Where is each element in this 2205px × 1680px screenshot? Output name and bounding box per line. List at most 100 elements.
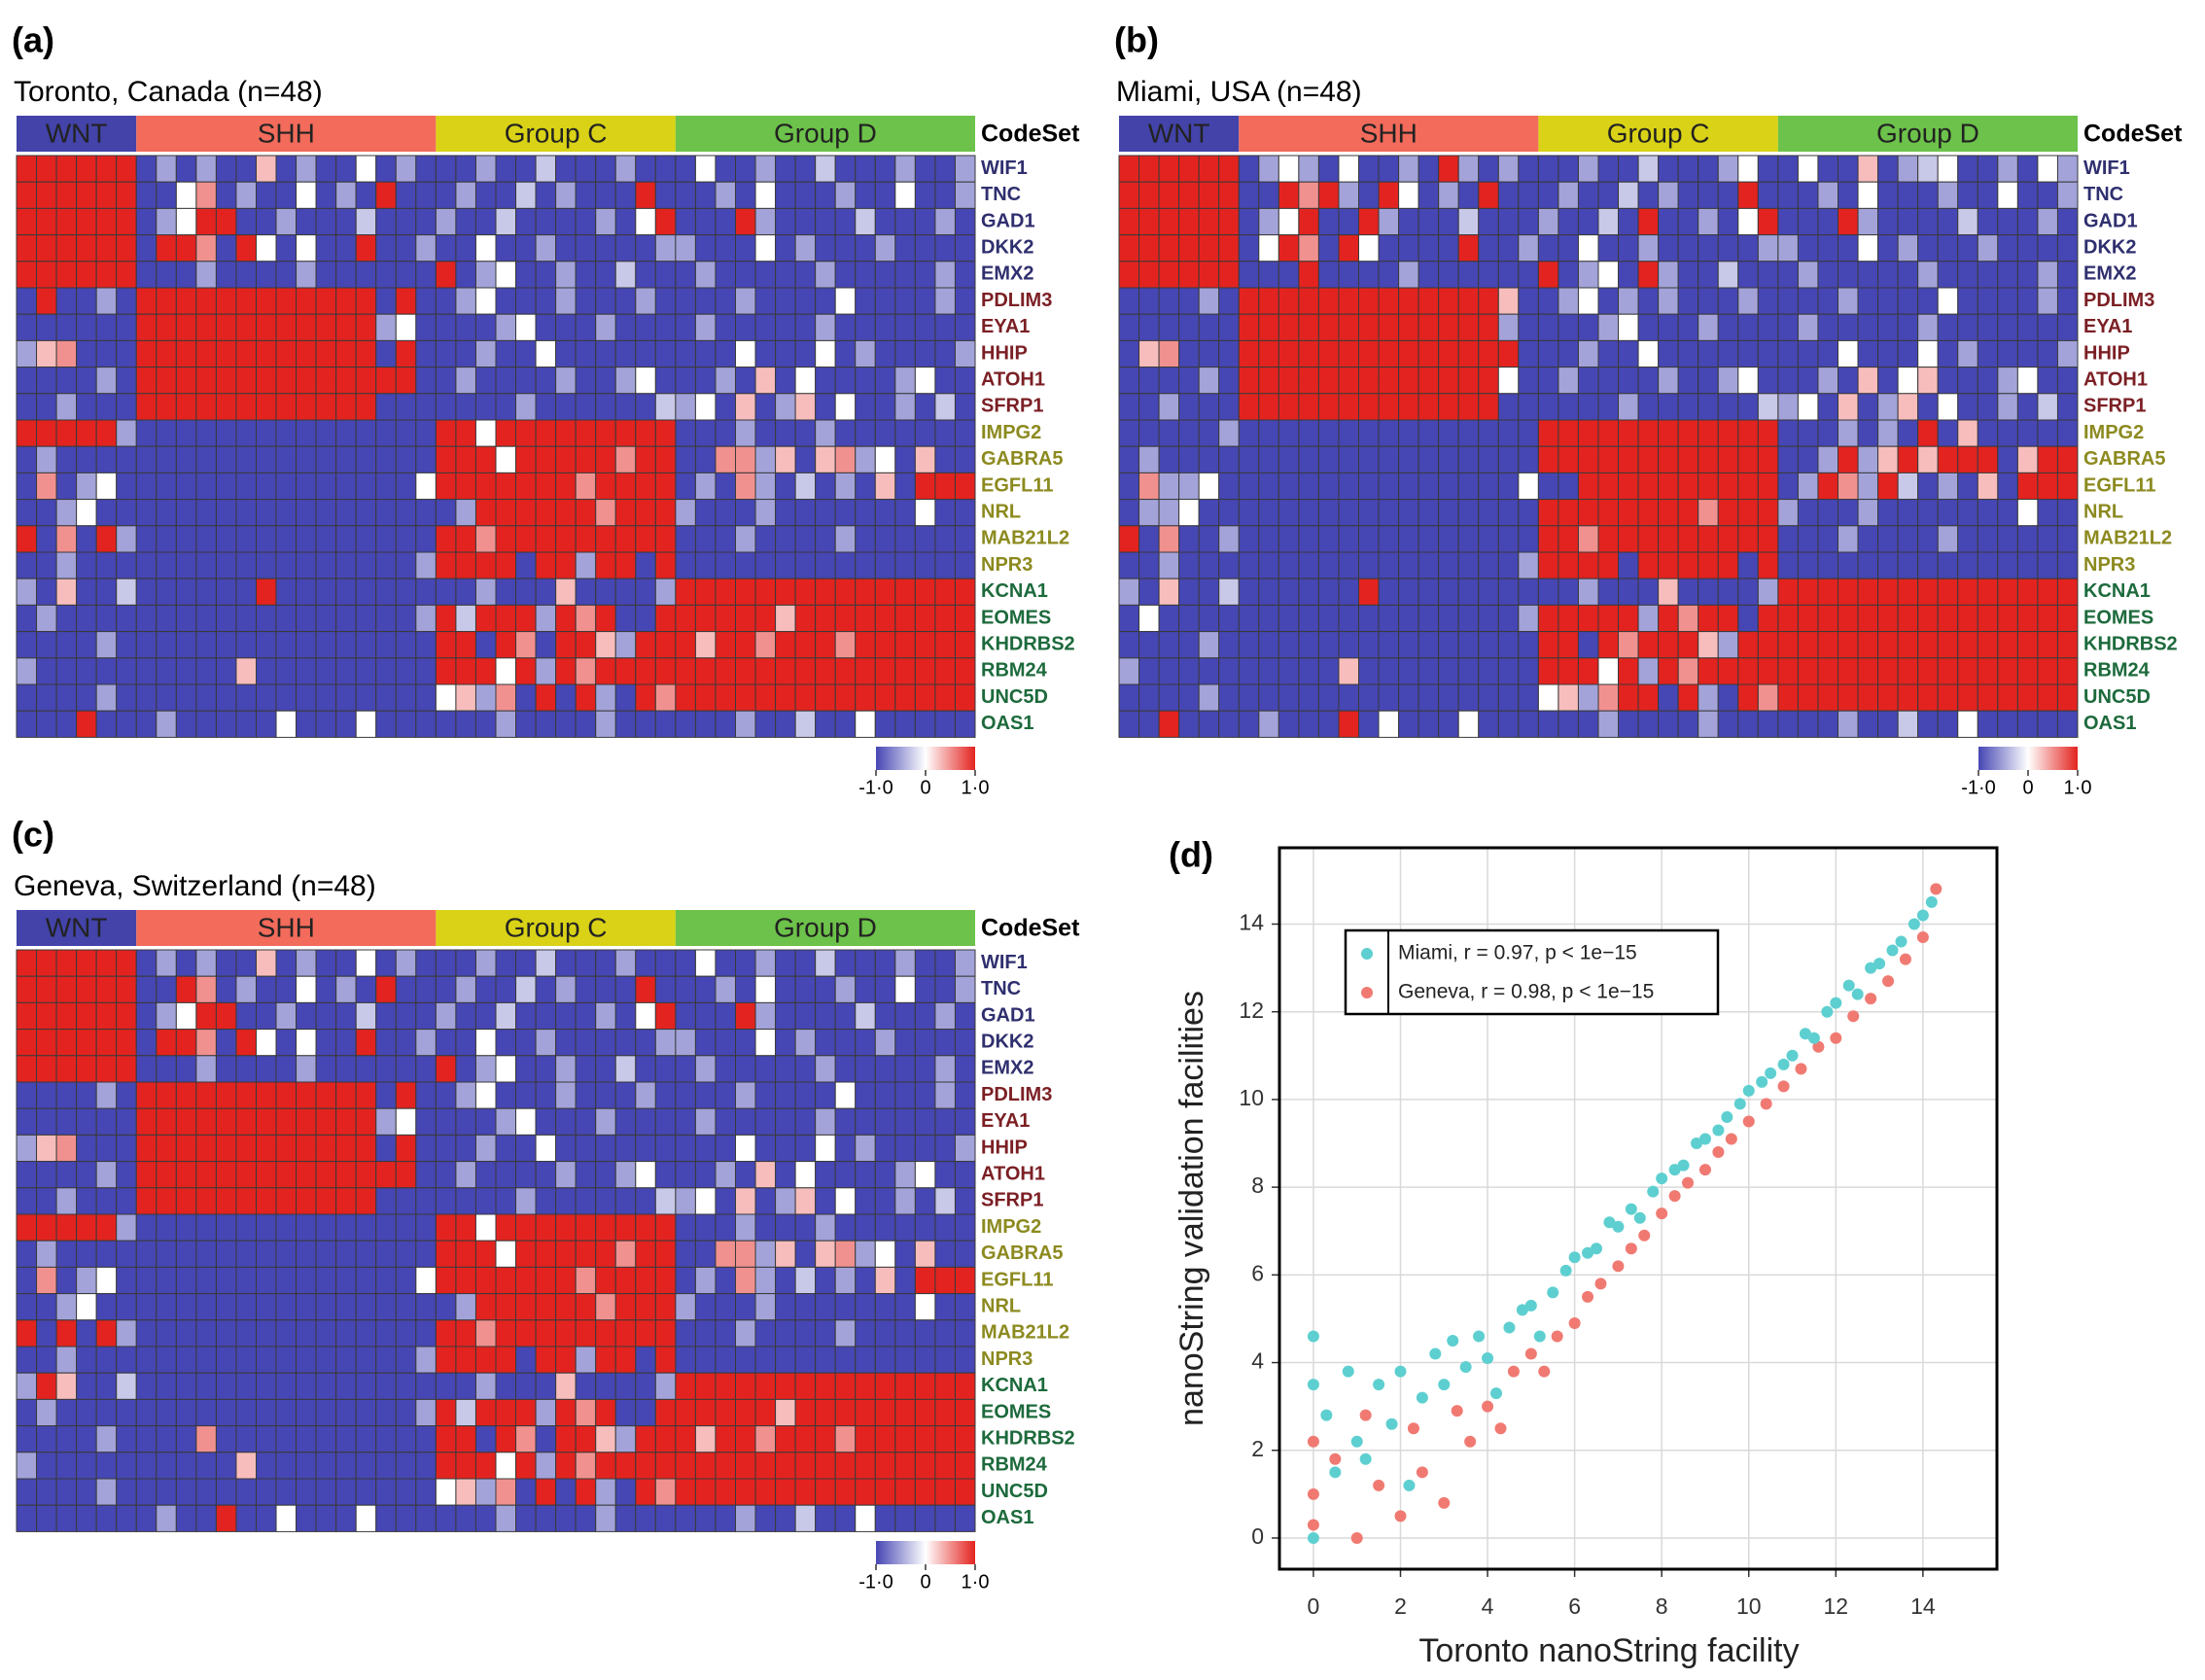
heatmap-cell (1737, 339, 1759, 368)
heatmap-cell (855, 155, 876, 183)
row-label: HHIP (981, 1137, 1028, 1158)
heatmap-cell (675, 261, 696, 289)
heatmap-cell (635, 1478, 656, 1506)
heatmap-cell (555, 367, 577, 395)
heatmap-cell (635, 1187, 656, 1215)
heatmap-cell (1677, 393, 1699, 421)
heatmap-cell (1218, 234, 1240, 262)
heatmap-cell (195, 445, 217, 473)
heatmap-cell (156, 975, 177, 1003)
heatmap-cell (654, 1504, 677, 1532)
heatmap-cell (675, 1504, 696, 1532)
heatmap-cell (235, 1029, 257, 1057)
heatmap-cell (1378, 313, 1400, 341)
heatmap-cell (735, 1425, 756, 1453)
heatmap-cell (1438, 313, 1459, 341)
row-label: PDLIM3 (2083, 290, 2154, 311)
heatmap-cell (1518, 367, 1539, 395)
heatmap-cell (1338, 499, 1360, 527)
heatmap-cell (715, 1081, 736, 1109)
heatmap-cell (335, 1319, 357, 1348)
heatmap-cell (555, 710, 577, 738)
heatmap-cell (555, 551, 577, 579)
heatmap-cell (614, 631, 637, 659)
heatmap-cell (694, 1372, 717, 1400)
heatmap-cell (1457, 287, 1480, 315)
scatter-point (1847, 1010, 1860, 1023)
heatmap-cell (1637, 181, 1660, 209)
heatmap-cell (315, 657, 337, 685)
heatmap-cell (754, 339, 777, 368)
heatmap-cell (874, 1134, 896, 1163)
heatmap-cell (1278, 525, 1300, 553)
scatter-point (1307, 1519, 1319, 1531)
heatmap-cell (735, 472, 756, 501)
heatmap-cell (1358, 604, 1380, 633)
heatmap-cell (1457, 604, 1480, 633)
heatmap-cell (1418, 155, 1440, 183)
group-bar (1239, 116, 1539, 152)
heatmap-cell (1317, 472, 1340, 501)
heatmap-cell (1118, 578, 1140, 606)
heatmap-cell (735, 1398, 756, 1427)
heatmap-cell (1457, 155, 1480, 183)
heatmap-cell (654, 683, 677, 712)
scatter-point (1873, 958, 1886, 970)
heatmap-cell (1658, 551, 1679, 579)
heatmap-cell (1817, 551, 1839, 579)
heatmap-cell (1418, 657, 1440, 685)
heatmap-cell (395, 419, 417, 447)
heatmap-cell (315, 1081, 337, 1109)
heatmap-cell (1378, 578, 1400, 606)
heatmap-cell (495, 1452, 517, 1480)
heatmap-cell (95, 1478, 118, 1506)
heatmap-cell (535, 657, 557, 685)
heatmap-cell (355, 419, 377, 447)
heatmap-cell (1877, 155, 1899, 183)
heatmap-cell (256, 1478, 277, 1506)
row-label: NPR3 (981, 554, 1032, 576)
heatmap-cell (535, 551, 557, 579)
heatmap-cell (815, 1425, 836, 1453)
heatmap-cell (1317, 339, 1340, 368)
heatmap-cell (1418, 604, 1440, 633)
heatmap-cell (595, 155, 616, 183)
heatmap-cell (715, 1134, 736, 1163)
heatmap-cell (1398, 261, 1419, 289)
heatmap-cell (1398, 578, 1419, 606)
heatmap-cell (315, 1319, 337, 1348)
heatmap-cell (694, 207, 717, 236)
heatmap-cell (296, 1346, 317, 1374)
heatmap-cell (914, 234, 936, 262)
heatmap-cell (1457, 578, 1480, 606)
heatmap-cell (934, 313, 956, 341)
scatter-point (1908, 918, 1920, 930)
heatmap-cell (36, 339, 57, 368)
heatmap-cell (1917, 551, 1939, 579)
heatmap-cell (355, 1134, 377, 1163)
heatmap-cell (775, 234, 796, 262)
heatmap-cell (1817, 261, 1839, 289)
heatmap-cell (2016, 578, 2039, 606)
heatmap-cell (275, 1425, 298, 1453)
heatmap-cell (754, 1081, 777, 1109)
heatmap-cell (1658, 234, 1679, 262)
heatmap-cell (614, 234, 637, 262)
heatmap-cell (1358, 631, 1380, 659)
heatmap-cell (2056, 339, 2079, 368)
heatmap-cell (95, 207, 118, 236)
heatmap-cell (1198, 234, 1220, 262)
heatmap-cell (1777, 261, 1799, 289)
heatmap-cell (954, 155, 976, 183)
heatmap-cell (1877, 472, 1899, 501)
heatmap-cell (1797, 710, 1819, 738)
heatmap-cell (934, 1398, 956, 1427)
heatmap-cell (1917, 287, 1939, 315)
scatter-point (1668, 1190, 1681, 1203)
heatmap-cell (1838, 339, 1859, 368)
heatmap-cell (256, 1134, 277, 1163)
heatmap-cell (894, 949, 916, 977)
heatmap-cell (535, 234, 557, 262)
heatmap-cell (1238, 445, 1260, 473)
heatmap-cell (1677, 207, 1699, 236)
